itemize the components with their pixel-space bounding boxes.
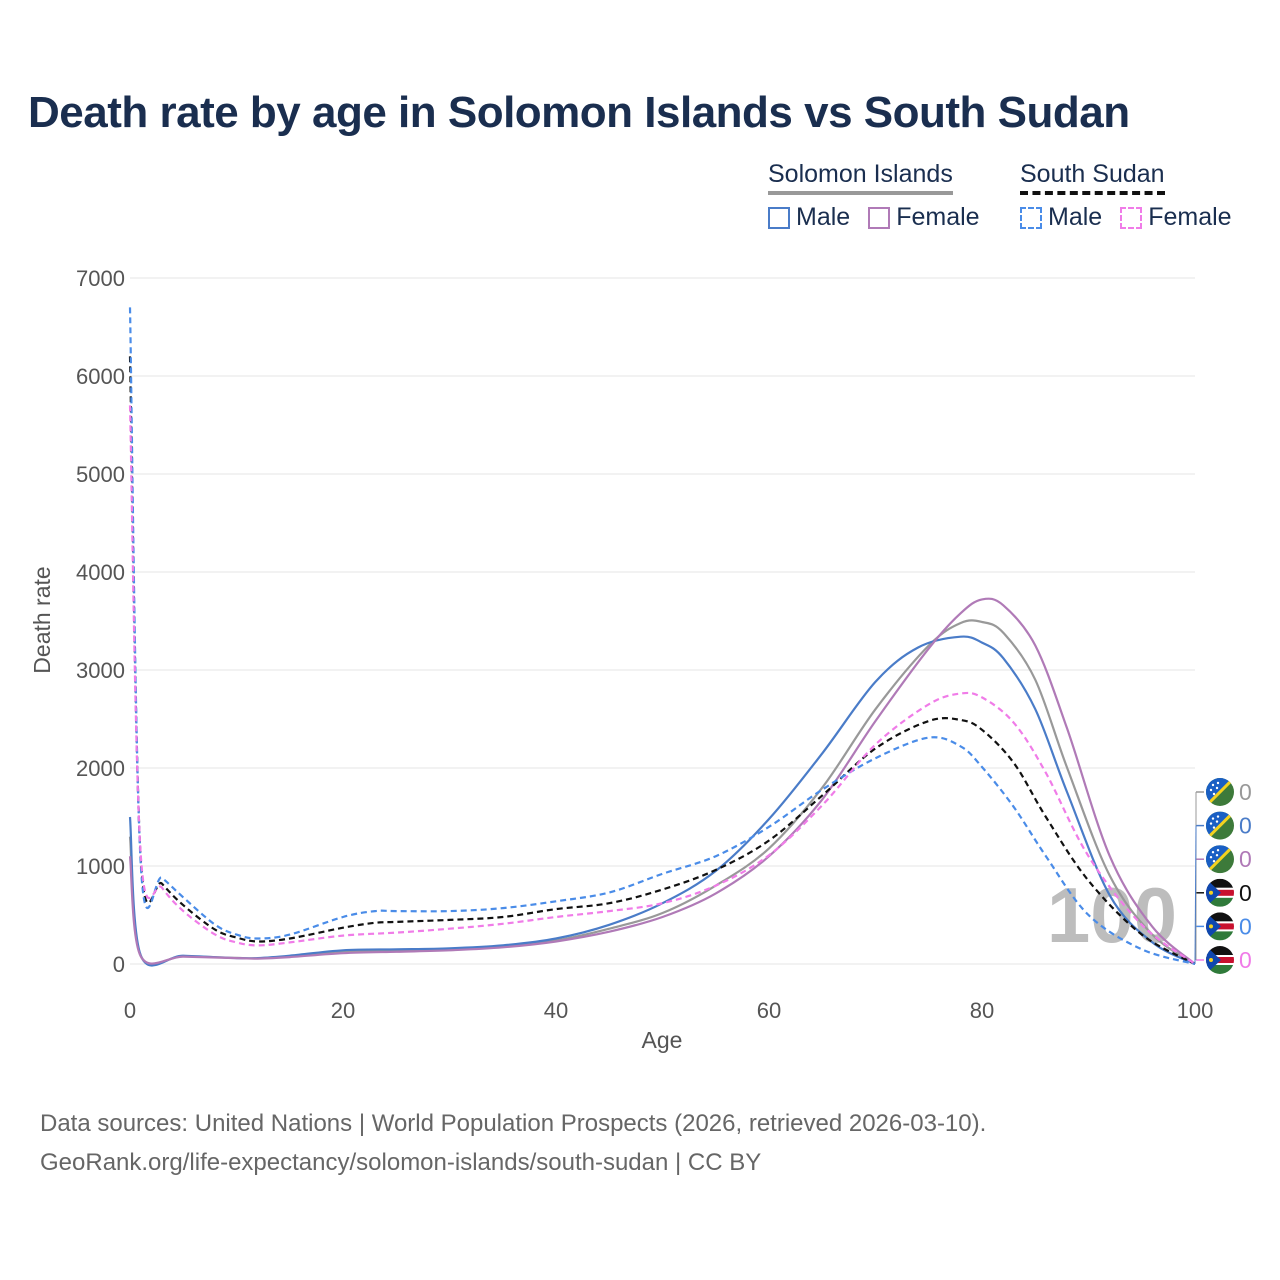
legend-label-south-sudan-male: Male: [1048, 203, 1103, 231]
legend-item-solomon-islands-female[interactable]: Female: [868, 203, 980, 232]
y-tick-label: 7000: [76, 266, 125, 291]
legend-item-south-sudan-male[interactable]: Male: [1020, 203, 1102, 232]
series-line-solomon-islands-total[interactable]: [128, 619, 1196, 966]
flag-south-sudan-icon: [1206, 912, 1234, 941]
end-label-value-south-sudan-female: 0: [1239, 947, 1252, 973]
y-axis-label: Death rate: [29, 566, 55, 673]
legend-swatch-solomon-islands-female: [868, 206, 891, 229]
legend-label-solomon-islands-male: Male: [796, 203, 851, 231]
legend-swatch-south-sudan-male: [1020, 206, 1042, 229]
footer: Data sources: United Nations | World Pop…: [40, 1104, 986, 1182]
series-line-south-sudan-total[interactable]: [128, 356, 1196, 965]
x-axis-label: Age: [642, 1027, 683, 1053]
y-tick-label: 0: [113, 952, 125, 977]
x-tick-label: 80: [970, 998, 994, 1023]
end-labels: 0 0 0 0 0 0: [1194, 778, 1252, 974]
legend-group-title-solomon-islands: Solomon Islands: [768, 160, 953, 195]
flag-solomon-islands-icon: [1206, 811, 1234, 840]
flag-solomon-islands-icon: [1206, 778, 1234, 806]
flag-solomon-islands-icon: [1206, 845, 1234, 874]
end-label-value-solomon-islands-male: 0: [1239, 813, 1252, 839]
y-tick-label: 4000: [76, 560, 125, 585]
legend-group-title-south-sudan: South Sudan: [1020, 160, 1165, 195]
end-label-value-solomon-islands-female: 0: [1239, 846, 1252, 872]
flag-south-sudan-icon: [1206, 946, 1234, 974]
y-tick-label: 6000: [76, 364, 125, 389]
chart-title: Death rate by age in Solomon Islands vs …: [28, 88, 1130, 137]
flag-south-sudan-icon: [1206, 878, 1234, 907]
series-line-solomon-islands-female[interactable]: [128, 597, 1196, 965]
x-axis-ticks: 0 20 40 60 80 100: [124, 998, 1213, 1023]
y-tick-label: 3000: [76, 658, 125, 683]
x-tick-label: 0: [124, 998, 136, 1023]
x-tick-label: 100: [1177, 998, 1214, 1023]
series-line-south-sudan-female[interactable]: [128, 405, 1196, 965]
y-tick-label: 2000: [76, 756, 125, 781]
footer-data-sources: Data sources: United Nations | World Pop…: [40, 1110, 987, 1137]
y-tick-label: 1000: [76, 854, 125, 879]
y-tick-label: 5000: [76, 462, 125, 487]
legend-item-solomon-islands-male[interactable]: Male: [768, 203, 850, 232]
legend-swatch-solomon-islands-male: [768, 206, 790, 229]
legend-label-south-sudan-female: Female: [1148, 203, 1232, 231]
footer-attribution-link[interactable]: GeoRank.org/life-expectancy/solomon-isla…: [40, 1149, 762, 1176]
end-label-value-south-sudan-total: 0: [1239, 880, 1252, 906]
series-lines: [128, 307, 1196, 967]
legend-label-solomon-islands-female: Female: [896, 203, 980, 231]
end-label-value-solomon-islands-total: 0: [1239, 779, 1252, 805]
legend-group-solomon-islands: Solomon Islands Male Female: [768, 160, 980, 232]
legend-item-south-sudan-female[interactable]: Female: [1120, 203, 1232, 232]
end-label-value-south-sudan-male: 0: [1239, 913, 1252, 939]
y-axis-ticks: 0 1000 2000 3000 4000 5000 6000 7000: [76, 266, 125, 977]
x-tick-label: 60: [757, 998, 781, 1023]
x-tick-label: 40: [544, 998, 568, 1023]
legend-group-south-sudan: South Sudan Male Female: [1020, 160, 1232, 232]
series-line-south-sudan-male[interactable]: [128, 307, 1196, 966]
grid-lines: [130, 277, 1195, 965]
x-tick-label: 20: [331, 998, 355, 1023]
end-label-connector: [1194, 825, 1197, 965]
legend-swatch-south-sudan-female: [1120, 206, 1143, 229]
